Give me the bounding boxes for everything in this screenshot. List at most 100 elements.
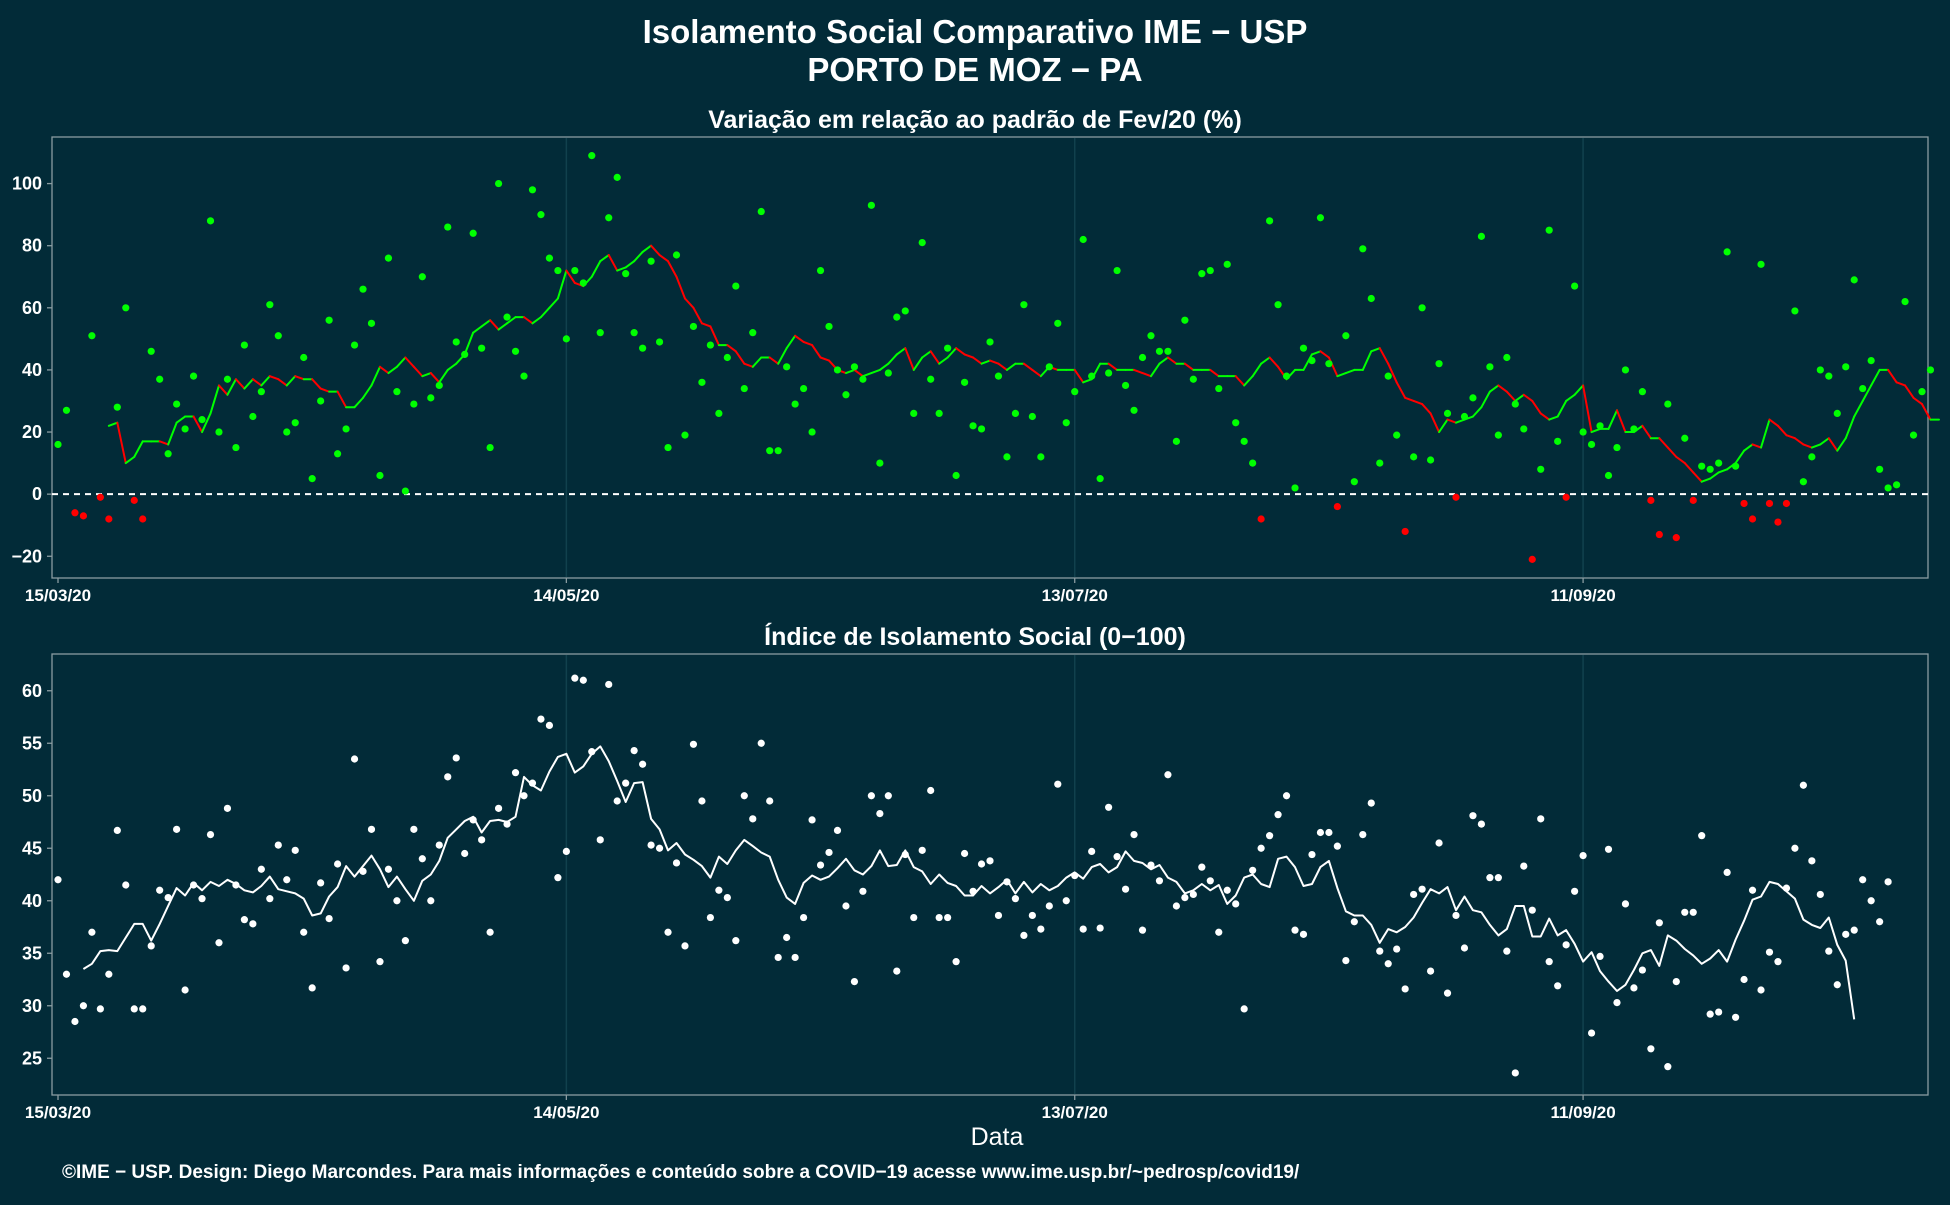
data-point bbox=[54, 876, 62, 884]
data-point bbox=[444, 773, 452, 781]
data-point bbox=[698, 378, 706, 386]
data-point bbox=[1410, 890, 1418, 899]
moving-average-segment bbox=[785, 334, 797, 350]
data-point bbox=[1748, 886, 1757, 894]
data-point bbox=[1045, 363, 1053, 371]
data-point bbox=[334, 450, 342, 458]
moving-average-segment bbox=[1336, 372, 1347, 378]
data-point bbox=[1028, 412, 1036, 421]
data-point bbox=[554, 874, 562, 882]
data-point bbox=[1105, 369, 1113, 377]
data-point bbox=[283, 428, 291, 436]
data-point bbox=[1215, 384, 1223, 393]
data-point bbox=[994, 911, 1003, 920]
data-point bbox=[342, 964, 350, 972]
data-point bbox=[960, 849, 969, 858]
data-point bbox=[884, 792, 892, 800]
data-point bbox=[1333, 842, 1341, 850]
moving-average-segment bbox=[1692, 471, 1703, 483]
moving-average-segment bbox=[709, 325, 720, 347]
data-point bbox=[232, 881, 240, 889]
data-point bbox=[664, 443, 672, 452]
moving-average-segment bbox=[387, 365, 398, 375]
data-point bbox=[1282, 372, 1291, 380]
moving-average-segment bbox=[726, 344, 737, 353]
data-point bbox=[1011, 895, 1020, 903]
moving-average-segment bbox=[107, 421, 119, 427]
data-point bbox=[503, 820, 511, 828]
data-point bbox=[1664, 1063, 1672, 1071]
data-point bbox=[105, 970, 113, 978]
y-tick-label: 20 bbox=[22, 422, 42, 442]
data-point bbox=[444, 223, 452, 231]
moving-average-segment bbox=[362, 384, 373, 399]
data-point bbox=[1130, 406, 1138, 414]
data-point bbox=[325, 316, 333, 324]
data-point bbox=[1410, 453, 1418, 461]
moving-average-segment bbox=[1243, 375, 1254, 387]
data-point bbox=[1011, 409, 1020, 418]
moving-average-segment bbox=[819, 356, 831, 362]
data-point bbox=[1740, 499, 1748, 508]
data-point bbox=[452, 338, 460, 346]
data-point bbox=[71, 1017, 79, 1026]
y-tick-label: 35 bbox=[22, 943, 42, 963]
data-point bbox=[384, 865, 393, 873]
moving-average-segment bbox=[1387, 362, 1398, 384]
data-point bbox=[520, 792, 528, 800]
moving-average-segment bbox=[1446, 418, 1457, 424]
moving-average-segment bbox=[1912, 396, 1923, 406]
data-point bbox=[1147, 861, 1155, 869]
data-point bbox=[215, 428, 223, 436]
moving-average-segment bbox=[1853, 399, 1864, 418]
moving-average-segment bbox=[650, 244, 661, 257]
data-point bbox=[173, 400, 181, 408]
data-point bbox=[732, 937, 740, 945]
data-point bbox=[410, 400, 418, 408]
moving-average-segment bbox=[1802, 443, 1813, 449]
data-point bbox=[1291, 484, 1299, 492]
data-point bbox=[1274, 811, 1282, 819]
y-tick-label: 30 bbox=[22, 996, 42, 1016]
data-point bbox=[1918, 388, 1926, 396]
data-point bbox=[1223, 886, 1231, 894]
data-point bbox=[520, 372, 528, 380]
data-point bbox=[181, 986, 189, 994]
data-point bbox=[1266, 832, 1274, 840]
data-point bbox=[1316, 214, 1325, 222]
data-point bbox=[1782, 884, 1791, 892]
data-point bbox=[867, 792, 875, 800]
data-point bbox=[435, 381, 443, 390]
data-point bbox=[757, 207, 765, 216]
moving-average-segment bbox=[1412, 399, 1424, 406]
data-point bbox=[622, 779, 630, 787]
data-point bbox=[1672, 978, 1680, 986]
data-point bbox=[647, 841, 655, 849]
data-point bbox=[1876, 918, 1884, 926]
data-point bbox=[1469, 812, 1477, 820]
x-tick-label: 11/09/20 bbox=[1550, 586, 1615, 605]
data-point bbox=[613, 173, 621, 181]
moving-average-segment bbox=[226, 378, 237, 396]
data-point bbox=[1579, 852, 1587, 860]
data-point bbox=[1325, 360, 1333, 368]
data-point bbox=[655, 338, 664, 346]
moving-average-segment bbox=[921, 350, 932, 359]
data-point bbox=[1647, 496, 1655, 504]
data-point bbox=[1266, 217, 1274, 225]
data-point bbox=[1113, 853, 1121, 861]
data-point bbox=[1189, 890, 1197, 899]
data-point bbox=[884, 369, 892, 377]
data-point bbox=[554, 266, 562, 275]
moving-average-segment bbox=[1768, 418, 1779, 427]
y-tick-label: 60 bbox=[22, 681, 42, 701]
y-tick-label: 40 bbox=[22, 891, 42, 911]
data-point bbox=[1469, 394, 1477, 402]
data-point bbox=[1732, 462, 1740, 470]
data-point bbox=[1020, 931, 1028, 940]
data-point bbox=[96, 1005, 104, 1013]
data-point bbox=[1630, 425, 1638, 433]
data-point bbox=[910, 913, 918, 922]
moving-average-segment bbox=[1260, 356, 1271, 365]
